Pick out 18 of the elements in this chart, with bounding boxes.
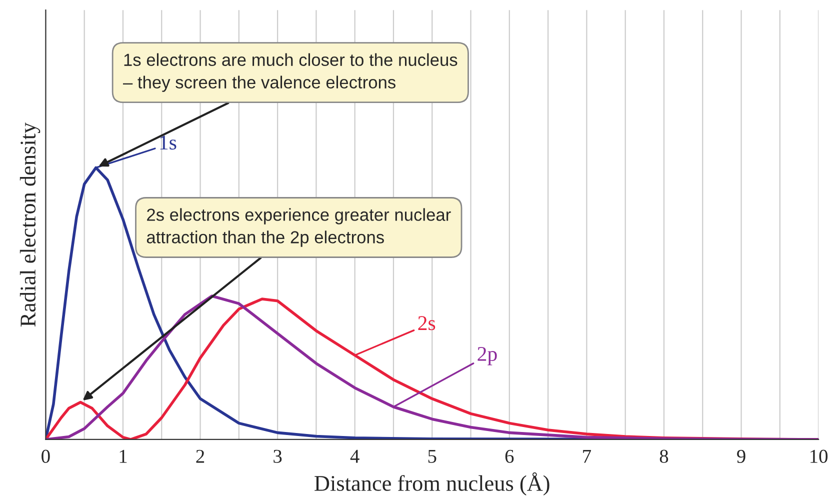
x-tick-label: 10: [810, 450, 828, 463]
x-tick-label: 9: [737, 450, 746, 463]
x-tick-label: 4: [350, 450, 360, 463]
x-tick-label: 2: [196, 450, 204, 463]
x-tick-label: 5: [428, 450, 436, 463]
text: 2s: [418, 316, 436, 330]
x-tick-label: 0: [42, 450, 50, 463]
x-axis-title: Distance from nucleus (Å): [314, 472, 550, 496]
y-axis-title: Radial electron density: [20, 122, 40, 327]
x-tick-label: 8: [660, 450, 668, 463]
text: 1s: [160, 136, 176, 150]
annotation: 1s electrons are much closer to the nucleus – they screen the valence electrons: [122, 53, 458, 92]
annotation: 2s electrons experience greater nuclear attraction than the 2p electrons: [146, 208, 451, 247]
x-tick-label: 6: [505, 450, 514, 463]
x-tick-label: 1: [120, 450, 127, 463]
x-tick-label: 3: [274, 450, 282, 463]
text: 2p: [478, 346, 497, 366]
x-tick-label: 7: [583, 450, 591, 463]
